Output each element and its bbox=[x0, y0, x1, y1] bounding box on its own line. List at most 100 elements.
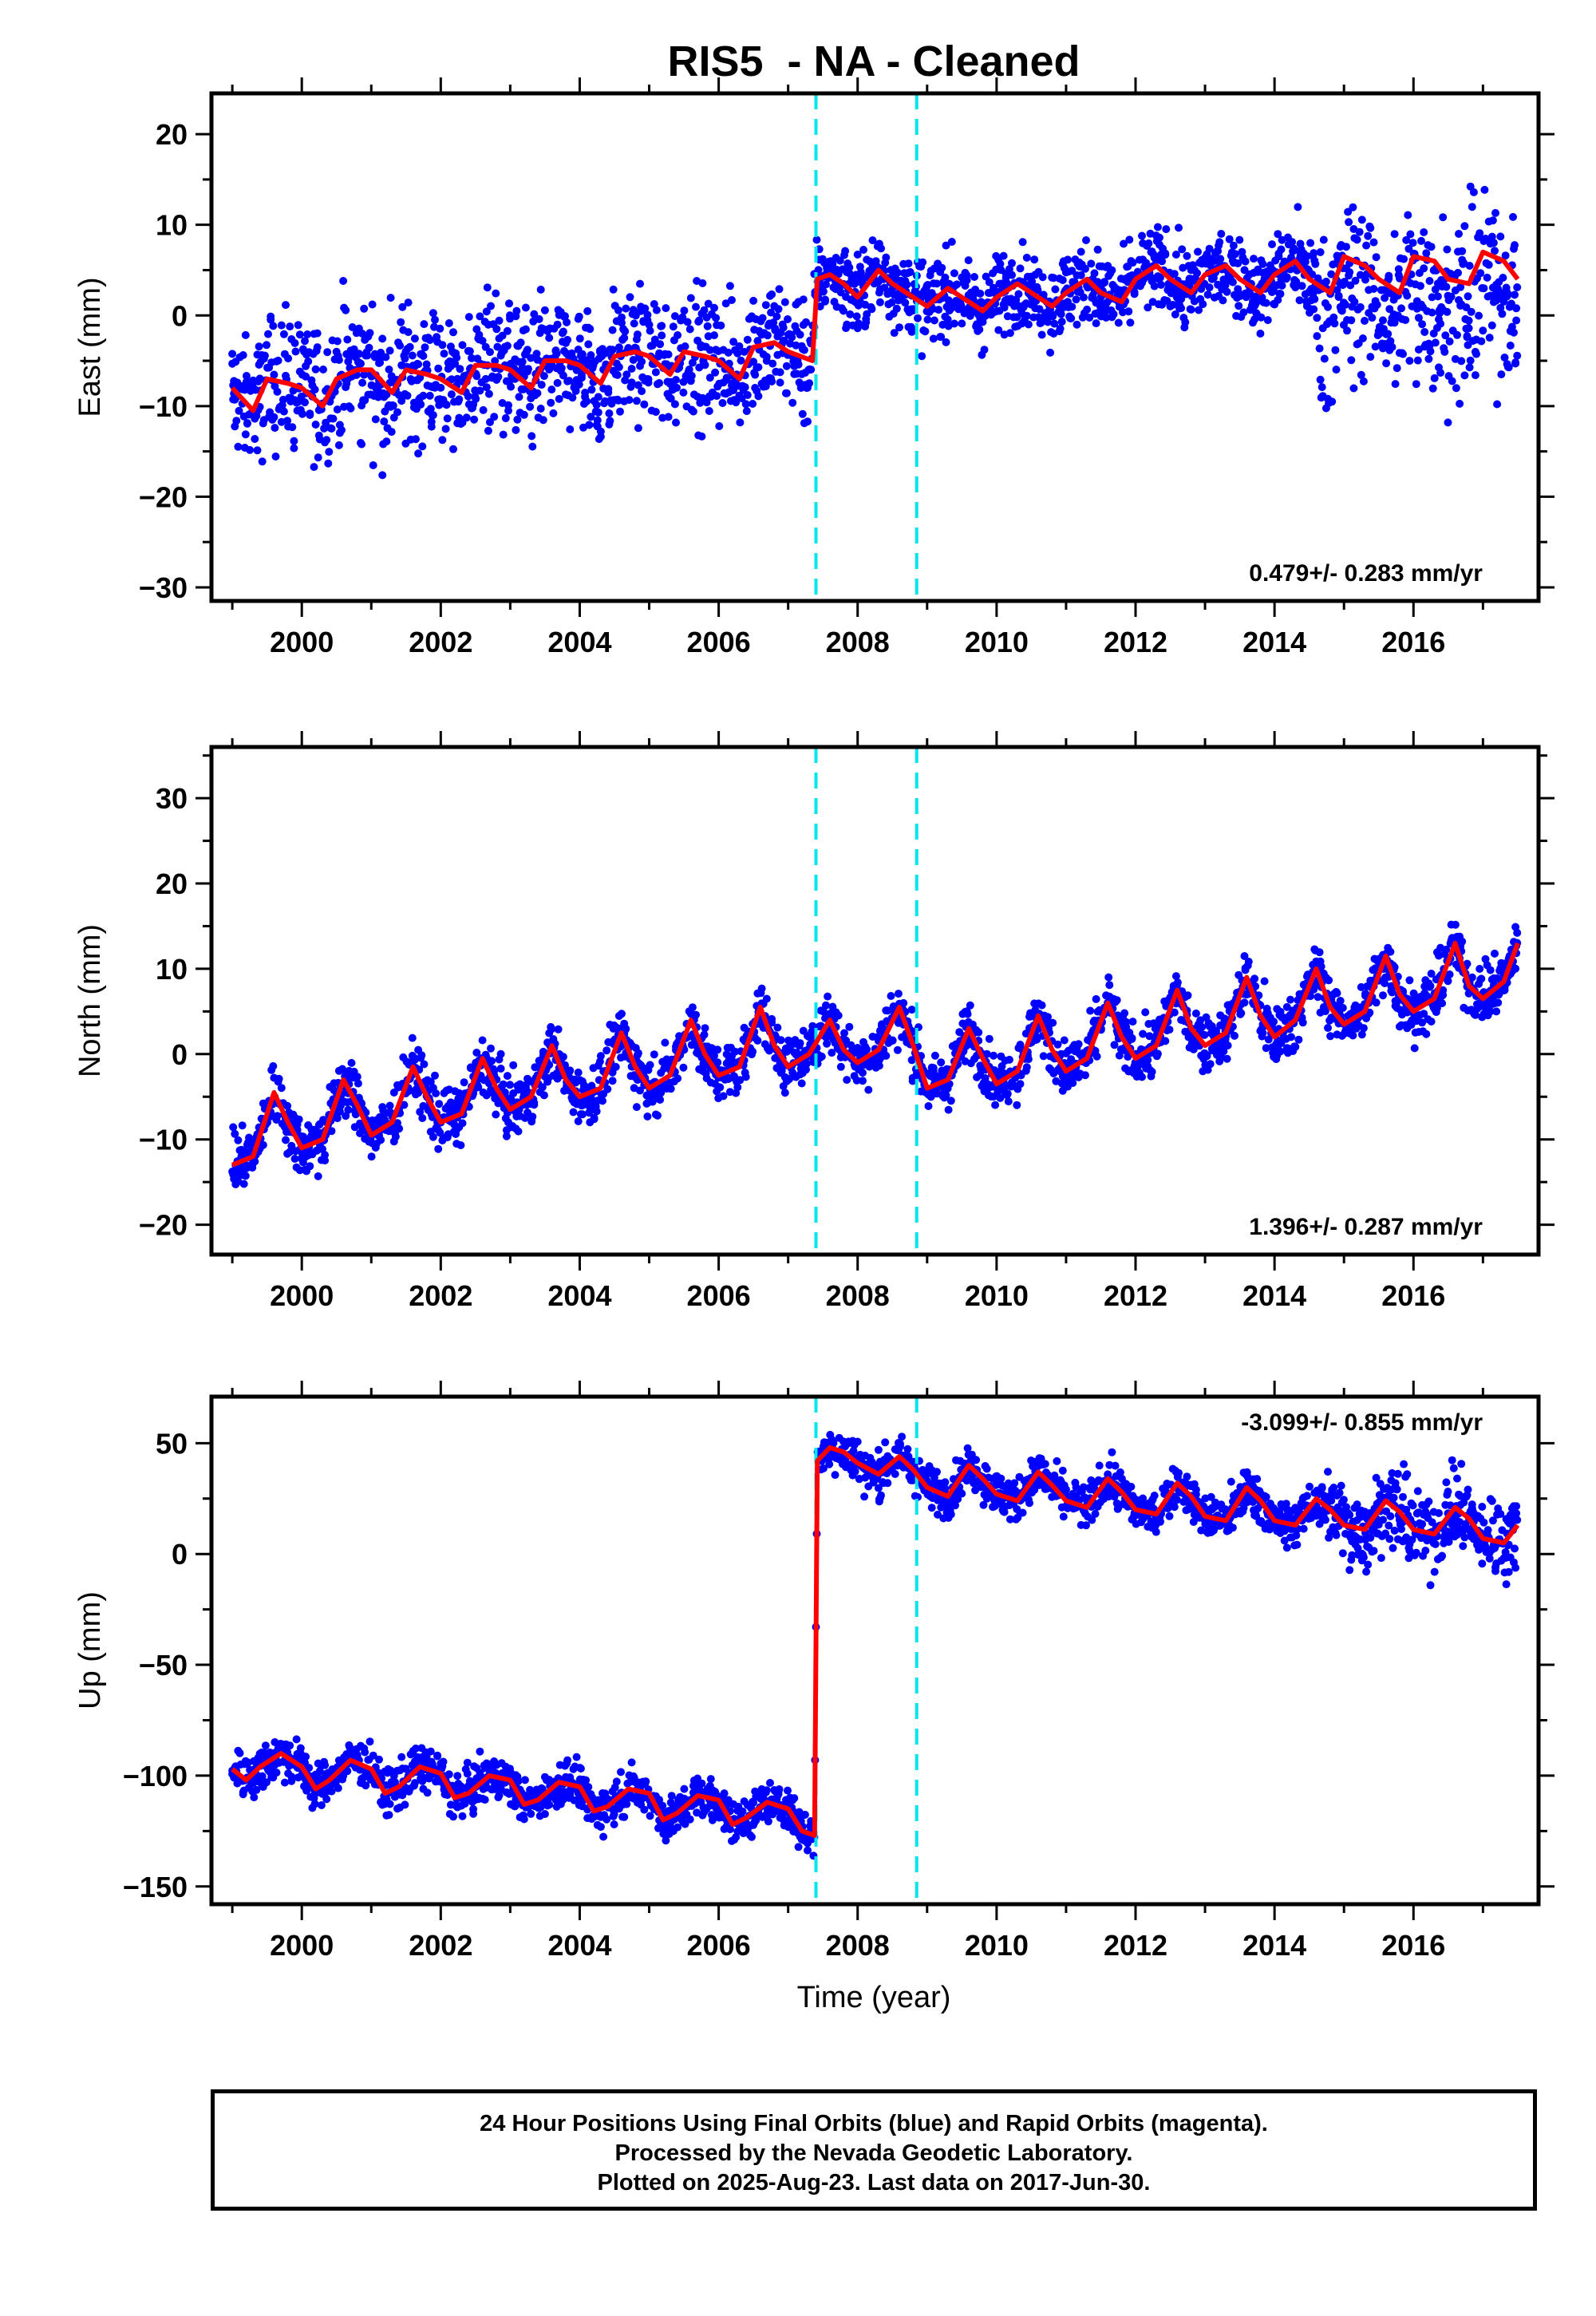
north-data-point bbox=[1039, 1052, 1048, 1061]
east-data-point bbox=[1447, 292, 1456, 301]
east-data-point bbox=[322, 436, 331, 445]
east-data-point bbox=[1351, 276, 1360, 285]
east-data-point bbox=[382, 437, 391, 446]
east-data-point bbox=[279, 407, 288, 416]
east-data-point bbox=[1216, 255, 1225, 263]
east-data-point bbox=[1512, 316, 1521, 325]
east-data-point bbox=[1362, 241, 1371, 250]
east-data-point bbox=[1231, 250, 1239, 259]
east-data-point bbox=[311, 421, 320, 429]
east-data-point bbox=[1225, 235, 1234, 243]
east-data-point bbox=[584, 340, 593, 349]
north-data-point bbox=[852, 1076, 861, 1085]
east-data-point bbox=[1455, 230, 1463, 238]
east-data-point bbox=[451, 359, 460, 368]
east-data-point bbox=[704, 299, 713, 308]
east-data-point bbox=[735, 342, 744, 350]
east-data-point bbox=[1234, 259, 1242, 267]
east-data-point bbox=[1187, 305, 1195, 314]
east-data-point bbox=[634, 424, 642, 433]
north-data-point bbox=[431, 1071, 439, 1080]
east-data-point bbox=[950, 269, 958, 278]
east-data-point bbox=[788, 333, 796, 342]
north-data-point bbox=[1379, 991, 1387, 1000]
north-data-point bbox=[456, 1094, 464, 1103]
east-data-point bbox=[887, 298, 896, 306]
east-data-point bbox=[260, 351, 269, 360]
north-data-point bbox=[234, 1136, 243, 1144]
east-data-point bbox=[382, 390, 391, 399]
x-tick-label: 2002 bbox=[409, 1279, 472, 1312]
east-data-point bbox=[1422, 249, 1431, 258]
east-data-point bbox=[235, 406, 243, 415]
east-data-point bbox=[721, 299, 730, 308]
east-data-point bbox=[1481, 235, 1490, 243]
north-data-point bbox=[1471, 1010, 1479, 1019]
east-data-point bbox=[487, 302, 495, 310]
east-data-point bbox=[1388, 342, 1396, 351]
north-data-point bbox=[1060, 1036, 1069, 1045]
east-data-point bbox=[651, 368, 660, 377]
north-data-point bbox=[492, 1110, 500, 1119]
east-data-point bbox=[772, 312, 781, 321]
east-data-point bbox=[980, 346, 989, 354]
east-data-point bbox=[1371, 342, 1380, 351]
east-data-point bbox=[798, 409, 807, 418]
east-data-point bbox=[288, 423, 297, 432]
east-data-point bbox=[1067, 314, 1076, 322]
east-data-point bbox=[754, 392, 763, 401]
north-data-point bbox=[632, 1103, 641, 1112]
north-data-point bbox=[990, 1051, 998, 1060]
y-tick-label: 10 bbox=[156, 953, 188, 986]
east-data-point bbox=[464, 313, 473, 322]
east-data-point bbox=[784, 315, 792, 323]
y-tick-label: −10 bbox=[139, 390, 188, 423]
north-data-point bbox=[559, 1053, 567, 1061]
east-data-point bbox=[1464, 316, 1473, 325]
north-data-point bbox=[966, 1001, 974, 1010]
north-data-point bbox=[1420, 1010, 1428, 1018]
x-tick-label: 2006 bbox=[687, 1279, 751, 1312]
east-data-point bbox=[547, 398, 555, 407]
north-data-point bbox=[1491, 949, 1499, 958]
north-data-point bbox=[1128, 1018, 1137, 1026]
east-data-point bbox=[632, 397, 641, 405]
east-data-point bbox=[625, 396, 634, 405]
east-data-point bbox=[958, 319, 966, 328]
east-data-point bbox=[397, 397, 406, 405]
x-tick-label: 2014 bbox=[1242, 626, 1306, 658]
north-frame bbox=[209, 745, 1541, 1257]
east-data-point bbox=[644, 375, 653, 384]
east-data-point bbox=[1142, 259, 1151, 267]
north-data-point bbox=[487, 1044, 495, 1053]
north-data-point bbox=[773, 1023, 782, 1032]
north-data-point bbox=[863, 1045, 871, 1053]
east-data-point bbox=[627, 365, 636, 373]
north-data-point bbox=[1254, 991, 1263, 1000]
north-data-point bbox=[836, 1062, 845, 1071]
east-data-point bbox=[338, 425, 346, 434]
east-data-point bbox=[234, 442, 243, 451]
north-y-axis-label: North (mm) bbox=[73, 924, 107, 1077]
east-data-point bbox=[290, 437, 298, 445]
north-data-point bbox=[1223, 1054, 1231, 1063]
east-data-point bbox=[405, 342, 414, 351]
y-tick-label: −20 bbox=[139, 1209, 188, 1242]
north-data-point bbox=[1223, 1041, 1232, 1049]
east-data-point bbox=[640, 400, 649, 409]
east-data-point bbox=[1024, 320, 1033, 329]
north-data-point bbox=[768, 1018, 776, 1027]
up-data-point bbox=[322, 1795, 331, 1804]
north-data-point bbox=[251, 1157, 259, 1166]
east-data-point bbox=[1057, 318, 1066, 326]
north-data-point bbox=[845, 1022, 854, 1031]
east-data-point bbox=[378, 334, 387, 343]
north-data-point bbox=[1486, 1007, 1495, 1016]
north-data-point bbox=[634, 1049, 642, 1057]
east-data-point bbox=[1357, 215, 1366, 224]
north-data-point bbox=[822, 1001, 830, 1010]
north-data-point bbox=[679, 1063, 688, 1072]
north-data-point bbox=[1110, 1041, 1119, 1049]
north-data-point bbox=[353, 1073, 361, 1081]
